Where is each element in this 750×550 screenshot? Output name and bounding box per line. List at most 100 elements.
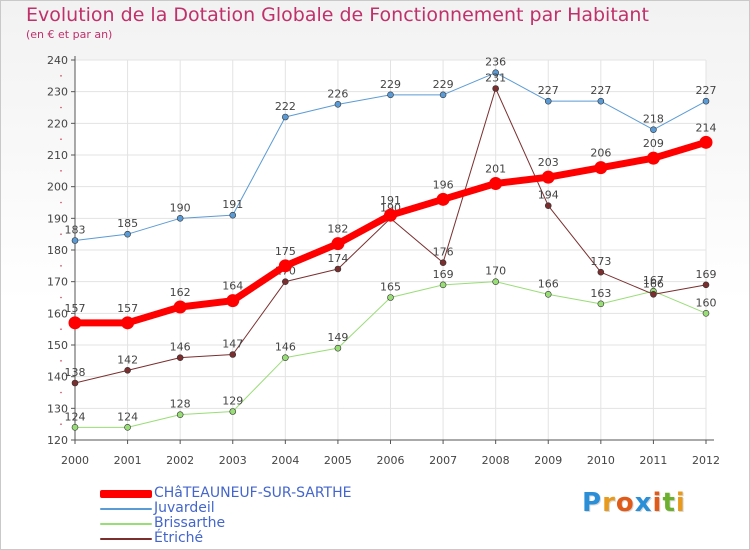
data-label: 173 xyxy=(590,255,611,268)
y-tick-label: 210 xyxy=(47,149,68,162)
data-label: 169 xyxy=(696,268,717,281)
data-label: 124 xyxy=(117,410,138,423)
data-label: 162 xyxy=(170,286,191,299)
data-label: 183 xyxy=(65,224,86,237)
data-point xyxy=(699,135,713,149)
y-tick-label: 200 xyxy=(47,181,68,194)
data-label: 214 xyxy=(696,121,717,134)
y-tick-label: 170 xyxy=(47,276,68,289)
x-tick-label: 2003 xyxy=(219,454,247,467)
legend-swatch xyxy=(100,537,152,540)
x-tick-label: 2009 xyxy=(534,454,562,467)
data-label: 147 xyxy=(222,338,243,351)
data-point xyxy=(176,354,184,361)
data-label: 191 xyxy=(222,198,243,211)
legend-label: Étriché xyxy=(154,530,204,546)
data-label: 176 xyxy=(433,246,454,259)
data-label: 128 xyxy=(170,398,191,411)
data-point xyxy=(492,278,499,285)
data-point xyxy=(439,281,447,289)
data-point xyxy=(650,291,657,298)
data-point xyxy=(124,424,131,431)
data-point xyxy=(334,101,342,108)
data-point xyxy=(334,344,342,352)
data-label: 222 xyxy=(275,100,296,113)
data-point xyxy=(278,259,292,273)
data-point xyxy=(439,91,447,99)
data-point xyxy=(282,278,289,285)
data-point xyxy=(387,294,394,301)
data-point xyxy=(173,300,187,314)
data-label: 203 xyxy=(538,156,559,169)
data-label: 124 xyxy=(65,410,86,423)
data-label: 185 xyxy=(117,217,138,230)
x-tick-label: 2012 xyxy=(692,454,720,467)
data-point xyxy=(702,97,710,105)
data-point xyxy=(492,85,499,92)
data-point xyxy=(229,351,237,358)
legend-item: Étriché xyxy=(100,531,351,546)
data-label: 146 xyxy=(170,341,191,354)
legend-swatch xyxy=(100,522,152,525)
logo-letter: i xyxy=(652,488,663,518)
data-point xyxy=(226,294,240,308)
data-label: 146 xyxy=(275,341,296,354)
y-minor-tick xyxy=(60,75,62,77)
data-label: 229 xyxy=(433,78,454,91)
x-tick-label: 2005 xyxy=(324,454,352,467)
data-point xyxy=(702,281,710,289)
x-tick-label: 2007 xyxy=(429,454,457,467)
x-tick-label: 2001 xyxy=(114,454,142,467)
data-point xyxy=(597,268,605,276)
data-label: 182 xyxy=(327,223,348,236)
data-point xyxy=(71,424,79,431)
data-point xyxy=(229,211,237,219)
x-tick-label: 2004 xyxy=(271,454,299,467)
data-point xyxy=(597,97,605,105)
chart-subtitle: (en € et par an) xyxy=(26,28,113,41)
y-tick-label: 230 xyxy=(47,86,68,99)
data-label: 164 xyxy=(222,280,243,293)
data-point xyxy=(229,408,237,415)
legend-item: Juvardeil xyxy=(100,501,351,516)
y-tick-label: 190 xyxy=(47,212,68,225)
data-label: 163 xyxy=(590,287,611,300)
data-point xyxy=(71,379,79,387)
y-tick-label: 180 xyxy=(47,244,68,257)
legend-label: Brissarthe xyxy=(154,515,226,531)
data-point xyxy=(544,202,552,209)
y-minor-tick xyxy=(60,201,62,204)
data-label: 157 xyxy=(117,302,138,315)
data-label: 236 xyxy=(485,56,506,69)
data-label: 227 xyxy=(538,84,559,97)
data-label: 166 xyxy=(538,277,559,290)
legend-item: CHâTEAUNEUF-SUR-SARTHE xyxy=(100,486,351,501)
legend-swatch xyxy=(100,489,152,498)
legend-label: Juvardeil xyxy=(154,500,215,516)
y-tick-label: 120 xyxy=(47,434,68,447)
logo-letter: i xyxy=(675,488,686,518)
y-tick-label: 130 xyxy=(47,402,68,415)
data-point xyxy=(489,177,503,190)
data-point xyxy=(436,192,450,206)
x-tick-label: 2008 xyxy=(482,454,510,467)
x-tick-label: 2011 xyxy=(639,454,667,467)
y-minor-tick xyxy=(60,296,62,299)
data-label: 160 xyxy=(696,296,717,309)
data-point xyxy=(176,411,184,418)
proxiti-logo: Proxiti xyxy=(582,488,686,518)
logo-letter: r xyxy=(602,488,616,518)
y-minor-tick xyxy=(60,328,62,330)
data-label: 129 xyxy=(222,395,243,408)
data-label: 174 xyxy=(327,252,348,265)
data-point xyxy=(68,316,82,330)
data-label: 227 xyxy=(696,84,717,97)
logo-letter: P xyxy=(582,488,603,518)
x-tick-label: 2000 xyxy=(61,454,89,467)
legend-swatch xyxy=(100,507,152,510)
data-label: 170 xyxy=(485,265,506,278)
data-label: 229 xyxy=(380,78,401,91)
data-point xyxy=(176,215,184,222)
chart-title: Evolution de la Dotation Globale de Fonc… xyxy=(26,4,649,26)
data-point xyxy=(597,300,605,308)
